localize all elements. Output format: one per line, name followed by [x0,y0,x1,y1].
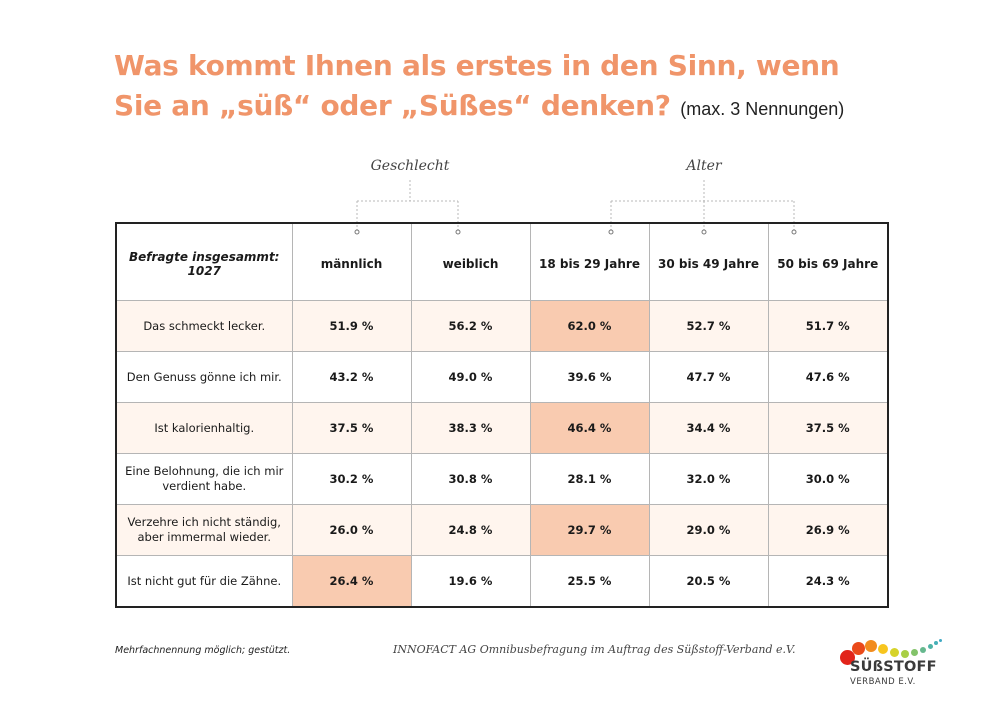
logo-dot [840,650,855,665]
value-cell: 24.3 % [767,555,889,608]
value-cell-highlighted: 46.4 % [529,402,650,454]
value-cell: 28.1 % [529,453,650,505]
value-cell-highlighted: 62.0 % [529,300,650,352]
logo-dot [928,644,933,649]
group-label-age: Alter [686,158,722,174]
page-title: Was kommt Ihnen als erstes in den Sinn, … [114,46,934,129]
footnote-source: INNOFACT AG Omnibusbefragung im Auftrag … [393,643,796,656]
value-cell: 24.8 % [410,504,531,556]
value-cell: 30.8 % [410,453,531,505]
value-cell: 25.5 % [529,555,650,608]
title-subtitle: (max. 3 Nennungen) [680,99,845,119]
value-cell-highlighted: 29.7 % [529,504,650,556]
value-cell: 39.6 % [529,351,650,403]
results-table: Befragte insgesammt: 1027 männlich weibl… [115,222,889,608]
value-cell: 29.0 % [648,504,769,556]
column-header: männlich [291,222,412,301]
value-cell: 37.5 % [767,402,889,454]
column-header: weiblich [410,222,531,301]
row-label: Ist kalorienhaltig. [115,402,293,454]
value-cell: 49.0 % [410,351,531,403]
row-label: Ist nicht gut für die Zähne. [115,555,293,608]
suessstoff-verband-logo: SÜßSTOFF VERBAND E.V. [838,638,958,698]
footnote-note: Mehrfachnennung möglich; gestützt. [115,645,291,656]
table-row: Ist nicht gut für die Zähne. 26.4 % 19.6 %… [115,555,889,608]
logo-dot [901,650,909,658]
value-cell: 47.7 % [648,351,769,403]
logo-dot [878,644,888,654]
respondents-total: Befragte insgesammt: 1027 [115,222,293,301]
table-row: Den Genuss gönne ich mir. 43.2 % 49.0 % 39.… [115,351,889,403]
row-label: Eine Belohnung, die ich mir verdient hab… [115,453,293,505]
value-cell-highlighted: 26.4 % [291,555,412,608]
value-cell: 32.0 % [648,453,769,505]
logo-dot [920,647,926,653]
logo-dot [939,639,942,642]
logo-dot [934,641,938,645]
column-header: 18 bis 29 Jahre [529,222,650,301]
logo-dot [911,649,918,656]
value-cell: 26.9 % [767,504,889,556]
value-cell: 34.4 % [648,402,769,454]
title-line-2-text: Sie an „süß“ oder „Süßes“ denken? [114,89,671,122]
title-line-2: Sie an „süß“ oder „Süßes“ denken? (max. … [114,86,934,129]
column-header: 30 bis 49 Jahre [648,222,769,301]
value-cell: 51.9 % [291,300,412,352]
table-header-row: Befragte insgesammt: 1027 männlich weibl… [115,222,889,301]
table-row: Eine Belohnung, die ich mir verdient hab… [115,453,889,505]
row-label: Das schmeckt lecker. [115,300,293,352]
value-cell: 30.2 % [291,453,412,505]
logo-name: SÜßSTOFF [850,659,937,675]
group-label-gender: Geschlecht [370,158,450,174]
value-cell: 43.2 % [291,351,412,403]
logo-subtitle: VERBAND E.V. [850,677,916,687]
logo-dot [865,640,877,652]
value-cell: 47.6 % [767,351,889,403]
value-cell: 56.2 % [410,300,531,352]
table-row: Verzehre ich nicht ständig, aber immerma… [115,504,889,556]
logo-dot [890,648,899,657]
table-row: Das schmeckt lecker. 51.9 % 56.2 % 62.0 % 52… [115,300,889,352]
table-row: Ist kalorienhaltig. 37.5 % 38.3 % 46.4 % 34.… [115,402,889,454]
row-label: Verzehre ich nicht ständig, aber immerma… [115,504,293,556]
logo-dot [852,642,865,655]
row-label: Den Genuss gönne ich mir. [115,351,293,403]
value-cell: 51.7 % [767,300,889,352]
value-cell: 30.0 % [767,453,889,505]
value-cell: 20.5 % [648,555,769,608]
column-header: 50 bis 69 Jahre [767,222,889,301]
value-cell: 26.0 % [291,504,412,556]
value-cell: 19.6 % [410,555,531,608]
value-cell: 37.5 % [291,402,412,454]
value-cell: 52.7 % [648,300,769,352]
title-line-1: Was kommt Ihnen als erstes in den Sinn, … [114,49,840,82]
value-cell: 38.3 % [410,402,531,454]
